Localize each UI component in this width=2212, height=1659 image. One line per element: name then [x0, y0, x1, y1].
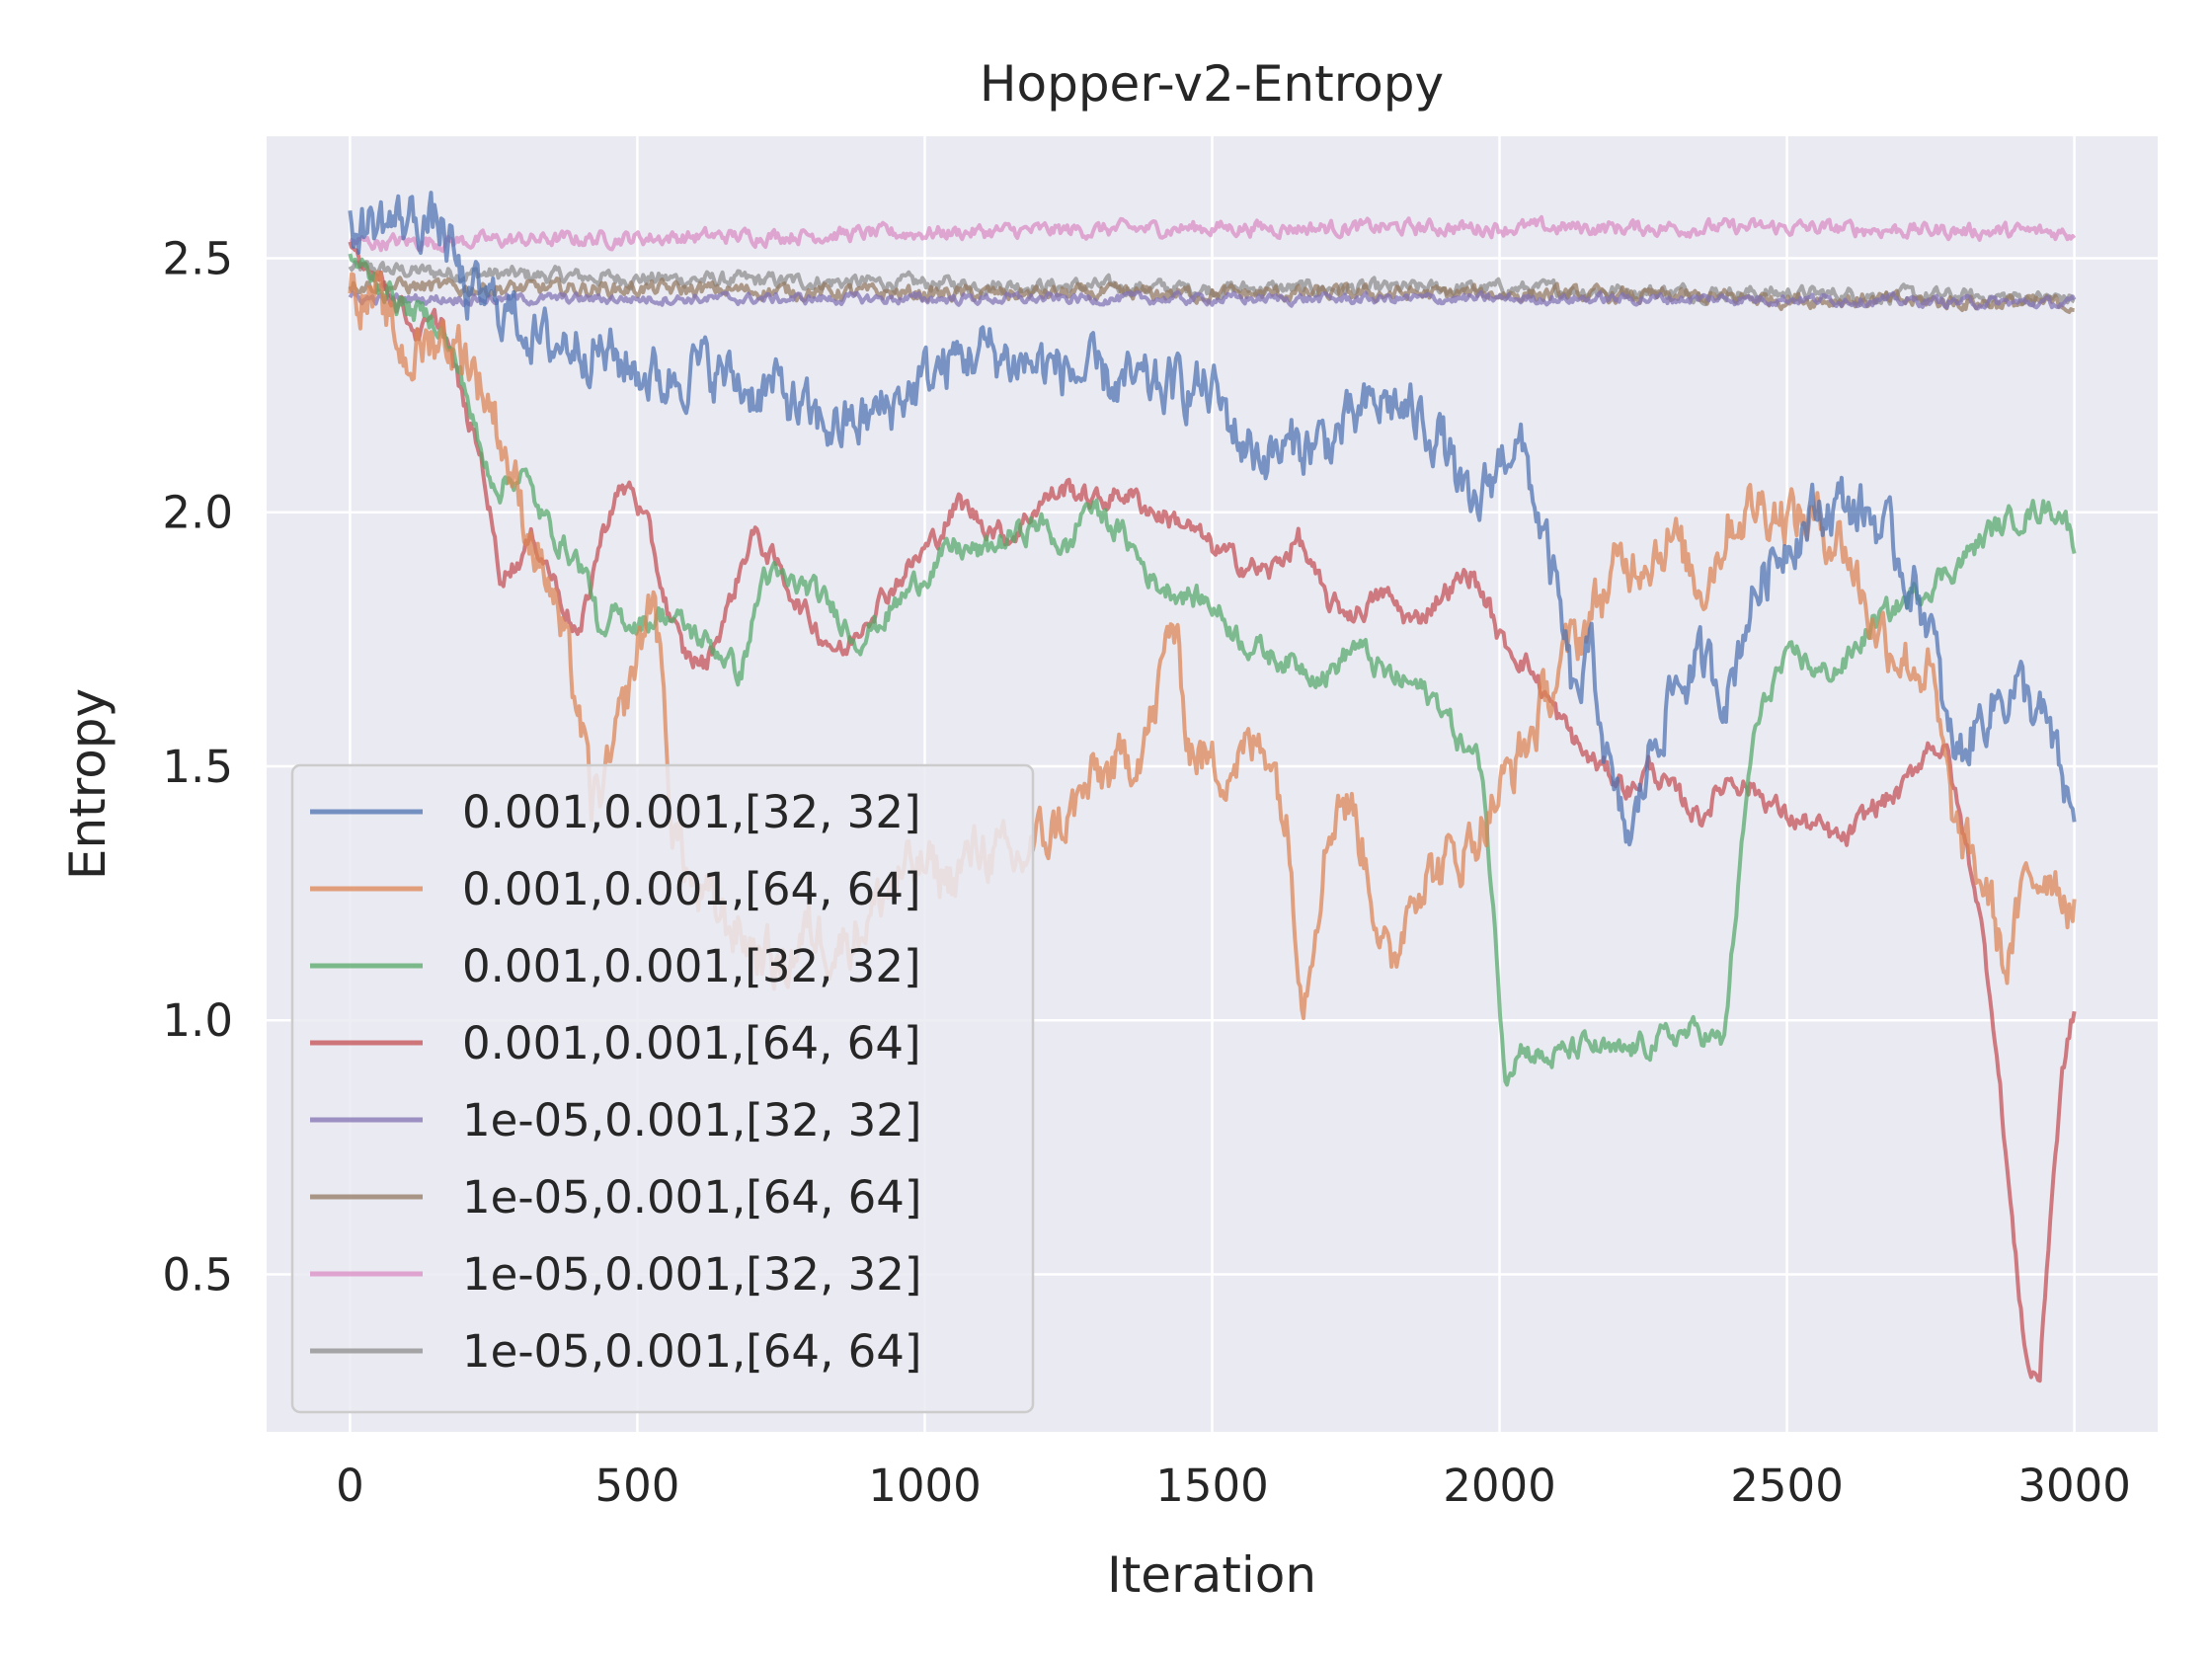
x-tick-label: 0: [336, 1460, 364, 1512]
y-tick-label: 2.5: [162, 232, 233, 284]
y-tick-label: 1.0: [162, 994, 233, 1047]
x-tick-labels: 0 500 1000 1500 2000 2500 3000: [336, 1460, 2131, 1512]
y-tick-label: 2.0: [162, 487, 233, 539]
x-tick-label: 2500: [1730, 1460, 1844, 1512]
chart-title: Hopper-v2-Entropy: [980, 55, 1444, 113]
legend-label: 1e-05,0.001,[64, 64]: [462, 1171, 922, 1224]
y-tick-labels: 0.5 1.0 1.5 2.0 2.5: [162, 232, 233, 1301]
legend-label: 0.001,0.001,[32, 32]: [462, 786, 921, 838]
x-tick-label: 500: [594, 1460, 679, 1512]
series-line-4: [348, 241, 2077, 1383]
legend-label: 0.001,0.001,[64, 64]: [462, 863, 921, 915]
legend-label: 0.001,0.001,[32, 32]: [462, 940, 921, 992]
y-axis-title: Entropy: [59, 688, 117, 880]
x-axis-title: Iteration: [1107, 1546, 1316, 1604]
series-line-1: [348, 191, 2077, 847]
legend-label: 1e-05,0.001,[32, 32]: [462, 1094, 922, 1146]
series-line-2: [348, 270, 2077, 1020]
series-line-7: [349, 214, 2077, 254]
x-tick-label: 1500: [1155, 1460, 1269, 1512]
legend-label: 0.001,0.001,[64, 64]: [462, 1017, 921, 1069]
legend-label: 1e-05,0.001,[32, 32]: [462, 1248, 922, 1301]
y-tick-label: 1.5: [162, 741, 233, 793]
series-lines: [348, 191, 2077, 1383]
x-tick-label: 3000: [2017, 1460, 2131, 1512]
x-tick-label: 1000: [868, 1460, 982, 1512]
legend-box: [290, 763, 1035, 1414]
x-tick-label: 2000: [1443, 1460, 1556, 1512]
y-tick-label: 0.5: [162, 1249, 233, 1302]
legend-label: 1e-05,0.001,[64, 64]: [462, 1325, 922, 1378]
legend: 0.001,0.001,[32, 32] 0.001,0.001,[64, 64]…: [290, 763, 1035, 1414]
series-line-5: [348, 289, 2077, 311]
